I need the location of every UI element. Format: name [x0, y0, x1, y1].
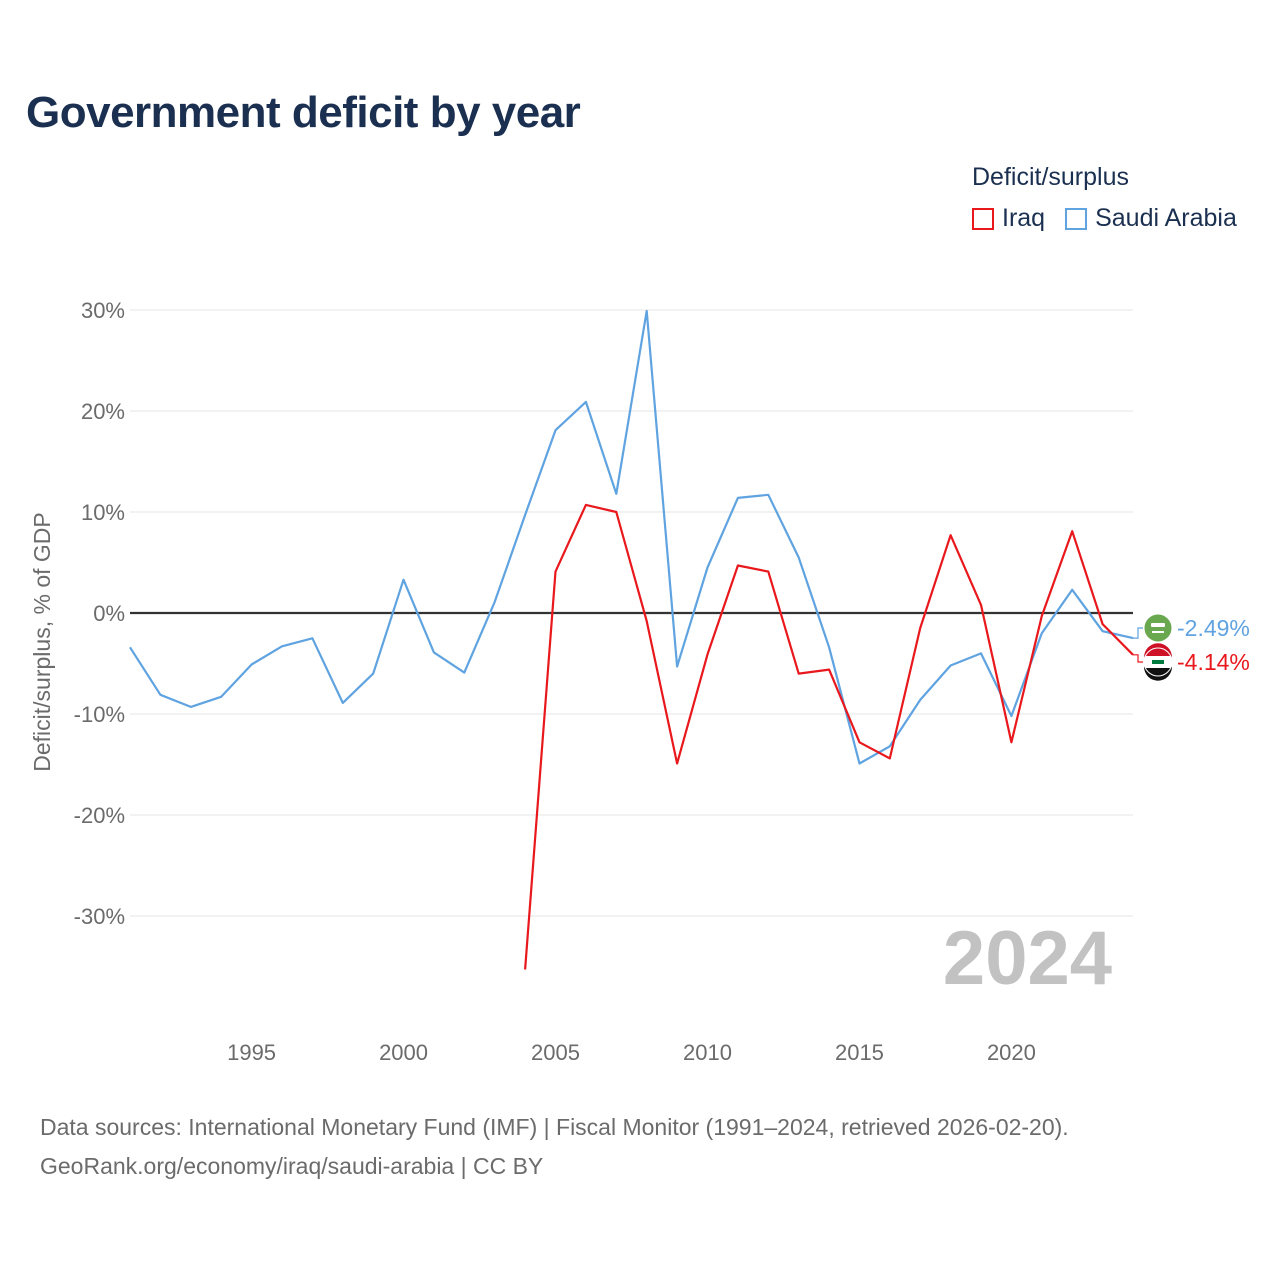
y-axis-ticks: 30% 20% 10% 0% -10% -20% -30%	[74, 298, 125, 929]
line-chart: 30% 20% 10% 0% -10% -20% -30% 1995 2000 2005 2010…	[29, 298, 1250, 1065]
series-line-iraq	[524, 503, 1134, 970]
iraq-flag-icon	[1143, 643, 1173, 681]
source-line-1: Data sources: International Monetary Fun…	[40, 1114, 1069, 1140]
iraq-flag-red	[1144, 643, 1172, 658]
series-end-labels: -2.49% -4.14%	[1133, 613, 1250, 681]
x-tick-label: 2005	[531, 1040, 580, 1065]
y-tick-label: -20%	[74, 803, 125, 828]
legend-swatch-iraq	[972, 207, 994, 230]
x-axis-ticks: 1995 2000 2005 2010 2015 2020	[227, 1040, 1036, 1065]
end-connector-saudi-arabia	[1133, 627, 1143, 639]
source-line-2[interactable]: GeoRank.org/economy/iraq/saudi-arabia | …	[40, 1153, 544, 1179]
end-label-saudi-arabia: -2.49%	[1177, 615, 1250, 641]
legend-item-iraq[interactable]: Iraq	[972, 204, 1045, 233]
legend-label-iraq: Iraq	[1002, 204, 1046, 232]
y-tick-label: 30%	[81, 298, 125, 323]
x-tick-label: 2010	[683, 1040, 732, 1065]
y-tick-label: -30%	[74, 904, 125, 929]
saudi-flag-script	[1151, 623, 1165, 627]
end-connector-iraq	[1133, 654, 1143, 663]
x-tick-label: 2015	[835, 1040, 884, 1065]
x-tick-label: 1995	[227, 1040, 276, 1065]
saudi-arabia-flag-icon	[1143, 613, 1173, 643]
x-tick-label: 2000	[379, 1040, 428, 1065]
flag-ring	[1143, 613, 1173, 643]
source-note: Data sources: International Monetary Fun…	[40, 1108, 1069, 1186]
series-line-saudi-arabia	[129, 309, 1134, 765]
saudi-flag-bg	[1144, 614, 1172, 642]
legend-swatch-saudi-arabia	[1065, 207, 1088, 230]
legend-label-saudi-arabia: Saudi Arabia	[1095, 204, 1237, 232]
grid-lines	[130, 309, 1133, 917]
legend-item-saudi-arabia[interactable]: Saudi Arabia	[1065, 204, 1237, 233]
y-axis-label: Deficit/surplus, % of GDP	[29, 512, 55, 771]
x-tick-label: 2020	[987, 1040, 1036, 1065]
y-tick-label: 20%	[81, 399, 125, 424]
legend: Iraq Saudi Arabia	[972, 204, 1257, 233]
iraq-flag-black	[1144, 666, 1172, 681]
flag-ring	[1143, 647, 1173, 677]
chart-title: Government deficit by year	[26, 88, 581, 137]
series-lines	[129, 309, 1134, 970]
year-watermark: 2024	[943, 916, 1112, 1001]
y-tick-label: 0%	[93, 601, 125, 626]
legend-title: Deficit/surplus	[972, 163, 1129, 191]
end-label-iraq: -4.14%	[1177, 649, 1250, 675]
iraq-flag-script	[1152, 660, 1164, 664]
saudi-flag-sword	[1152, 631, 1164, 633]
y-tick-label: 10%	[81, 500, 125, 525]
y-tick-label: -10%	[74, 702, 125, 727]
